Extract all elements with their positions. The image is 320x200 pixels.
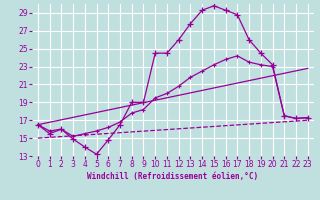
X-axis label: Windchill (Refroidissement éolien,°C): Windchill (Refroidissement éolien,°C) <box>87 172 258 181</box>
